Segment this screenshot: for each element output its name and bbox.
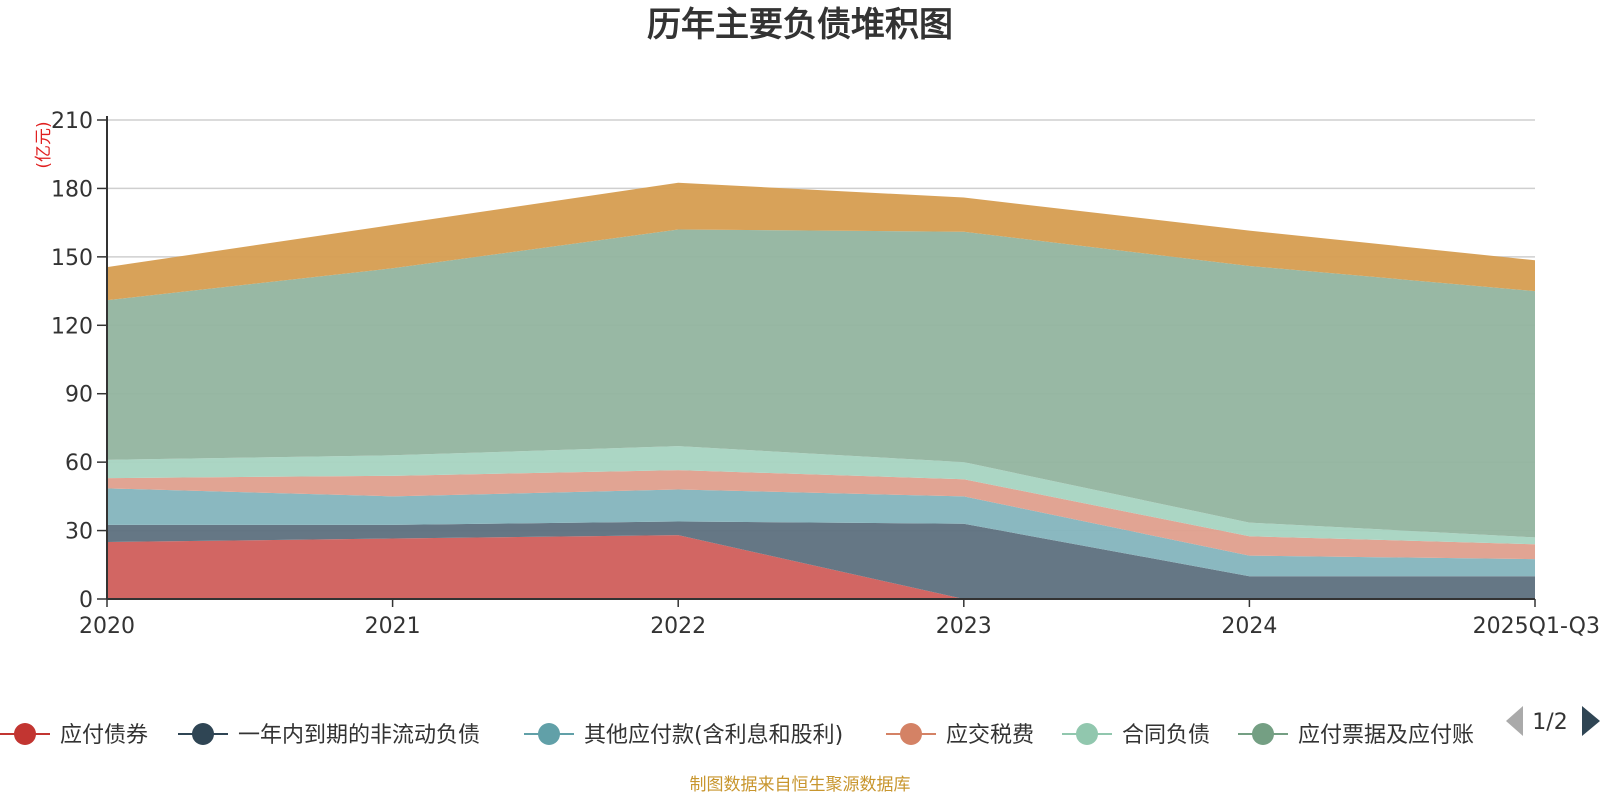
legend-item-label: 其他应付款(含利息和股利) [584,723,843,748]
legend-item-label: 合同负债 [1122,723,1210,748]
legend-circle-marker [192,723,214,745]
legend-circle-marker [1076,723,1098,745]
legend-item[interactable]: 一年内到期的非流动负债 [178,723,480,748]
area-series-3 [107,470,1535,560]
legend-circle-marker [14,723,36,745]
legend-item[interactable]: 合同负债 [1062,723,1210,748]
x-axis-ticks: 2020 2021 2022 2023 2024 2025Q1-Q3 [79,599,1600,639]
y-tick-label: 120 [51,314,93,339]
x-tick-label: 2024 [1221,614,1277,639]
area-series-6 [107,182,1535,301]
area-series-2 [107,488,1535,577]
area-series-5 [107,229,1535,538]
legend-item-label: 应付票据及应付账 [1298,723,1474,748]
legend-item-label: 应付债券 [60,723,148,748]
x-tick-label: 2023 [936,614,992,639]
legend-circle-marker [900,723,922,745]
legend-prev-page-icon[interactable] [1506,706,1523,736]
x-tick-label: 2020 [79,614,135,639]
y-tick-label: 150 [51,246,93,271]
legend-item-label: 一年内到期的非流动负债 [238,723,480,748]
legend-circle-marker [1252,723,1274,745]
axes [106,116,1535,600]
area-series-1 [107,521,1535,599]
y-tick-label: 60 [65,451,93,476]
legend-item[interactable]: 其他应付款(含利息和股利) [524,723,843,748]
legend-item[interactable]: 应交税费 [886,723,1034,748]
stacked-areas [107,182,1535,599]
source-note: 制图数据来自恒生聚源数据库 [690,775,911,795]
legend-page-indicator: 1/2 [1532,710,1567,735]
area-series-4 [107,446,1535,545]
y-tick-label: 210 [51,109,93,134]
y-axis-unit-label: (亿元) [34,121,54,168]
legend-pager: 1/2 [1506,706,1600,736]
legend-next-page-icon[interactable] [1582,706,1600,736]
chart-title: 历年主要负债堆积图 [647,5,953,45]
legend-circle-marker [538,723,560,745]
legend-item-label: 应交税费 [946,723,1034,748]
y-tick-label: 90 [65,383,93,408]
legend: 应付债券 一年内到期的非流动负债 其他应付款(含利息和股利) 应交税费 合同负债 应付票据… [0,723,1474,748]
x-tick-label: 2025Q1-Q3 [1473,614,1600,639]
y-axis-ticks: 0 30 60 90 120 150 180 210 [51,109,107,613]
x-tick-label: 2021 [365,614,421,639]
area-series-0 [107,535,1535,599]
legend-item[interactable]: 应付债券 [0,723,148,748]
y-tick-label: 30 [65,520,93,545]
x-tick-label: 2022 [650,614,706,639]
y-tick-label: 0 [79,588,93,613]
y-tick-label: 180 [51,177,93,202]
legend-item[interactable]: 应付票据及应付账 [1238,723,1474,748]
